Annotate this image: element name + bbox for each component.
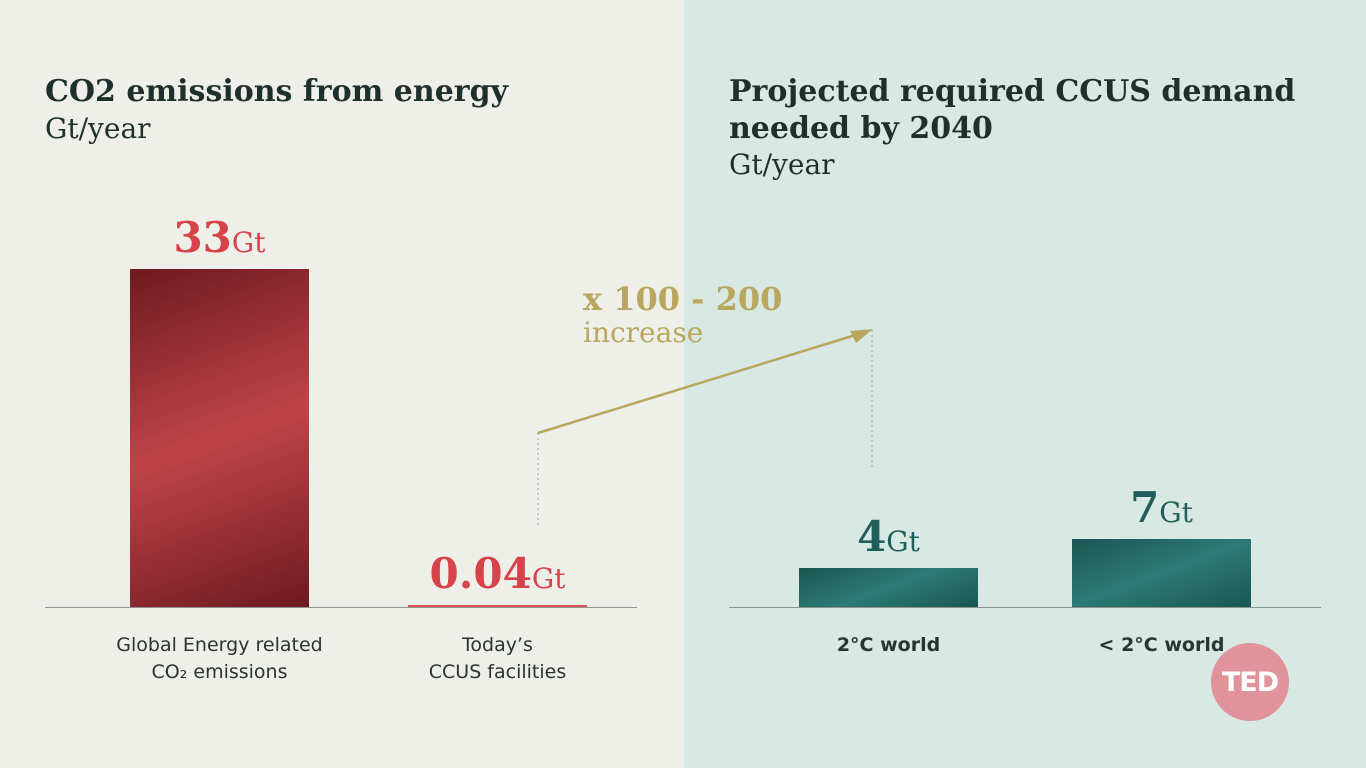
category-label: Today’s CCUS facilities <box>428 634 567 683</box>
bar <box>408 605 587 607</box>
value-label: 0.04Gt <box>368 549 627 598</box>
increase-annotation: x 100 - 200 increase <box>583 282 782 350</box>
value-number: 33 <box>173 213 232 262</box>
category-label: 2°C world <box>836 634 941 656</box>
value-unit: Gt <box>531 562 566 595</box>
value-label: 33Gt <box>90 213 349 262</box>
value-number: 0.04 <box>429 549 532 598</box>
right-chart-unit: Gt/year <box>729 148 835 181</box>
increase-text: increase <box>583 316 704 349</box>
left-chart-title: CO2 emissions from energy <box>45 74 508 109</box>
arrow-head <box>850 329 873 343</box>
left-chart-unit: Gt/year <box>45 112 151 145</box>
category-label: Global Energy related CO₂ emissions <box>116 634 323 683</box>
left-axis-line <box>45 607 637 608</box>
value-unit: Gt <box>231 226 266 259</box>
multiplier: x 100 - 200 <box>583 280 783 318</box>
bar <box>130 269 309 607</box>
value-number: 7 <box>1130 482 1160 532</box>
value-label: 7Gt <box>1032 483 1291 532</box>
bar <box>799 568 978 607</box>
value-number: 4 <box>857 512 887 561</box>
right-chart-title: Projected required CCUS demand needed by … <box>729 73 1295 147</box>
value-unit: Gt <box>886 525 920 558</box>
ted-logo: TED <box>1211 643 1289 721</box>
title-line: needed by 2040 <box>729 111 993 146</box>
arrow-line <box>537 331 863 435</box>
right-panel <box>684 0 1366 768</box>
bar <box>1072 538 1251 607</box>
value-unit: Gt <box>1159 495 1193 529</box>
value-label: 4Gt <box>759 512 1018 561</box>
title-line: Projected required CCUS demand <box>729 74 1296 109</box>
category-label: < 2°C world <box>1098 634 1225 656</box>
right-axis-line <box>729 607 1321 608</box>
